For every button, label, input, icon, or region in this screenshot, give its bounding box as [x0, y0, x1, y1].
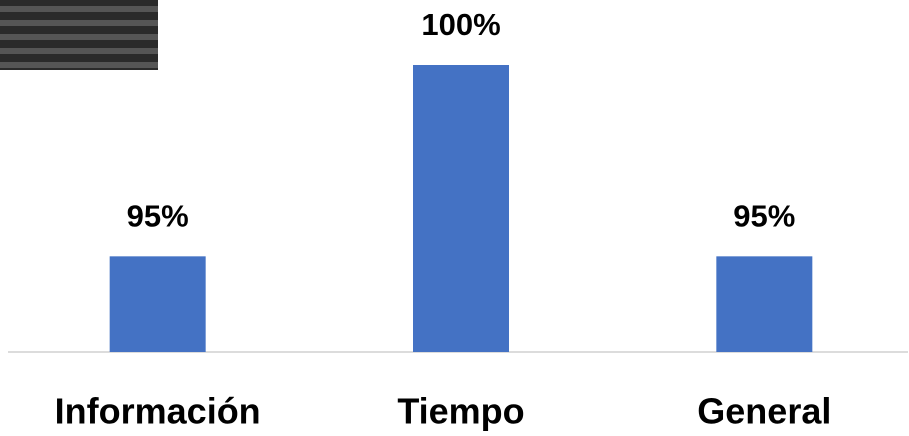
value-label: 95% — [127, 199, 189, 234]
value-label: 95% — [733, 199, 795, 234]
bar — [413, 65, 509, 352]
bar — [109, 256, 206, 352]
decoration — [0, 0, 158, 70]
x-tick-label: Información — [55, 391, 261, 432]
bar — [716, 256, 813, 352]
x-tick-label: Tiempo — [397, 391, 524, 432]
x-tick-label: General — [697, 391, 831, 432]
value-label: 100% — [421, 7, 500, 42]
